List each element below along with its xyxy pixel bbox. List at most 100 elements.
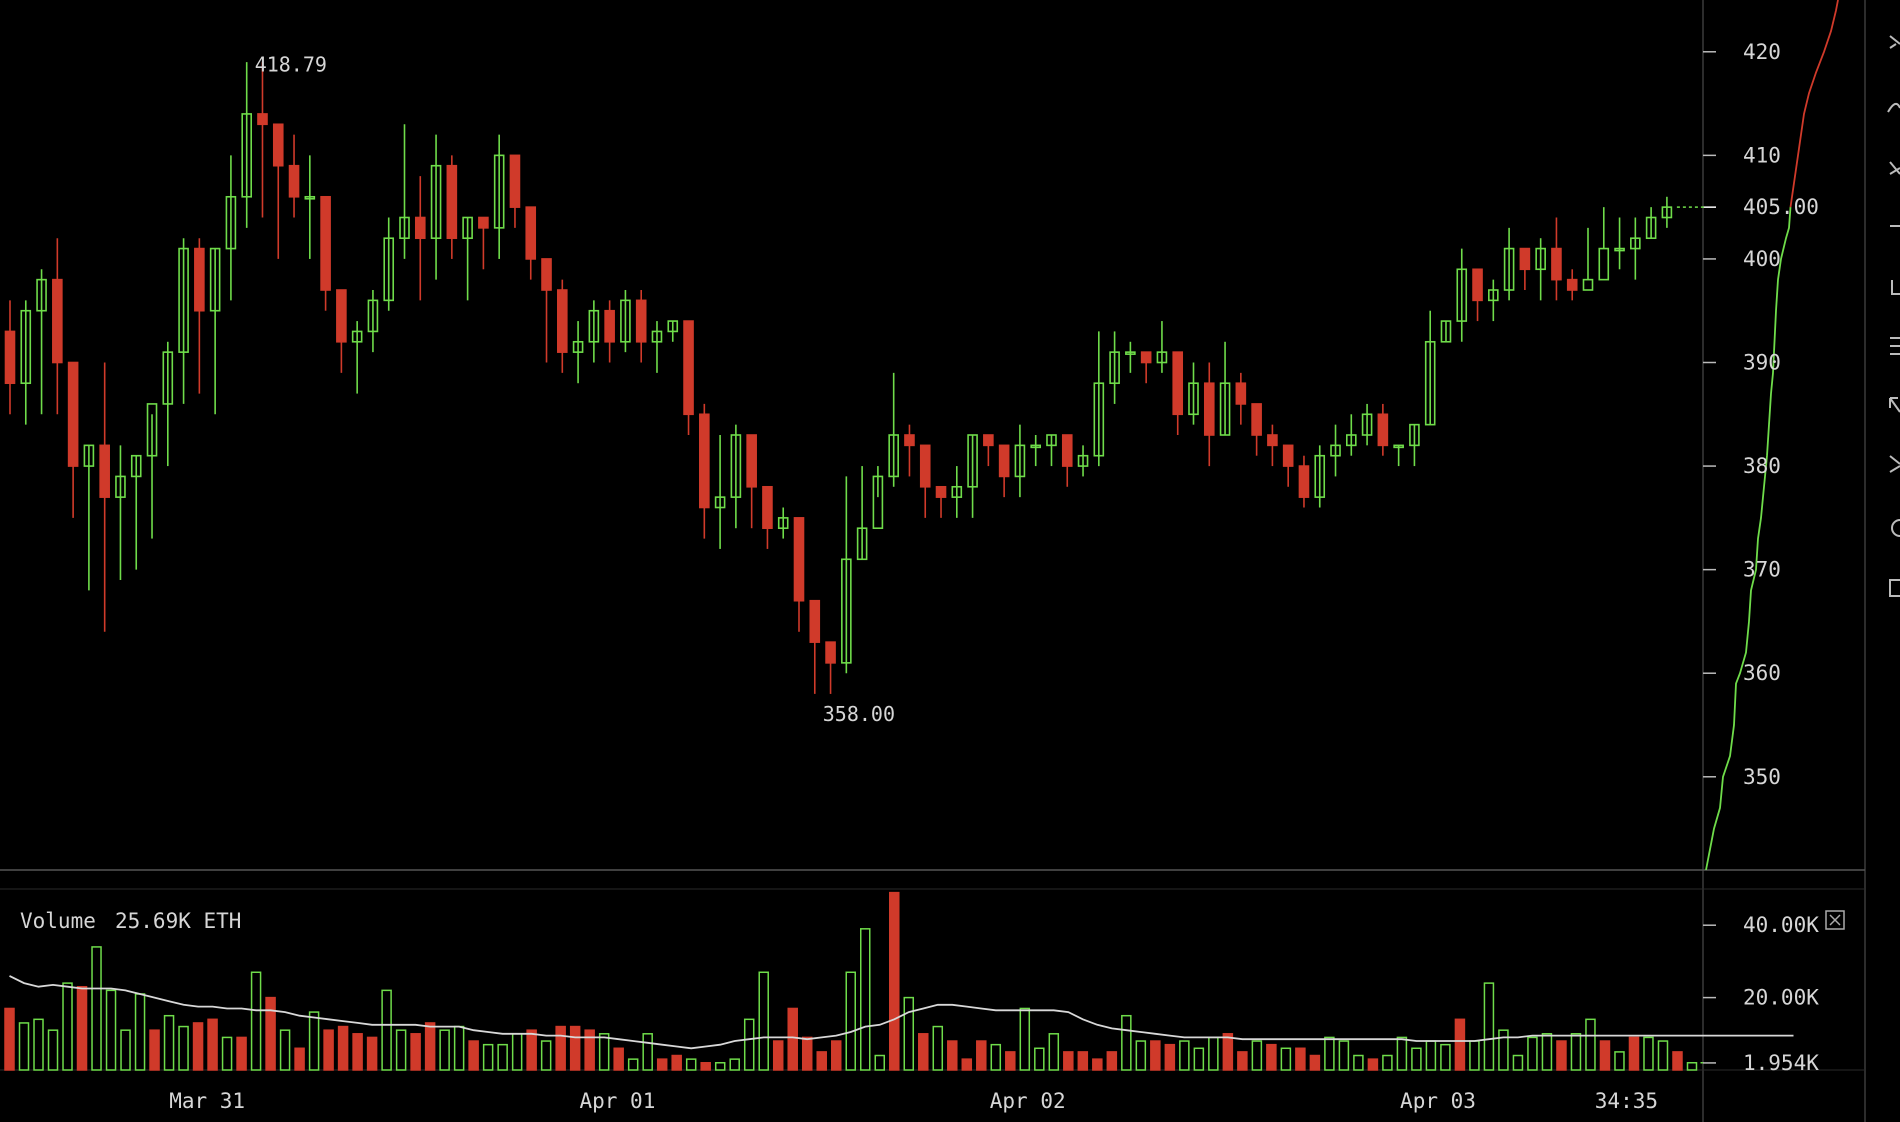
candle[interactable] <box>1488 279 1499 322</box>
candle[interactable] <box>20 300 32 425</box>
candle[interactable] <box>430 134 442 280</box>
candle[interactable] <box>320 195 331 311</box>
candle[interactable] <box>651 321 663 373</box>
candle[interactable] <box>1393 444 1404 467</box>
candle[interactable] <box>1440 320 1452 343</box>
candle[interactable] <box>588 300 600 363</box>
candle[interactable] <box>1235 372 1247 425</box>
volume-series[interactable] <box>4 891 1794 1071</box>
candle[interactable] <box>888 372 899 487</box>
candle[interactable] <box>1582 227 1594 291</box>
candle[interactable] <box>1219 341 1231 436</box>
candle[interactable] <box>1125 341 1136 373</box>
candle[interactable] <box>130 454 142 570</box>
candle[interactable] <box>1551 217 1562 301</box>
candle[interactable] <box>509 154 521 228</box>
candle[interactable] <box>683 320 694 435</box>
candle[interactable] <box>1140 351 1152 384</box>
candle[interactable] <box>1503 227 1515 301</box>
candle[interactable] <box>1282 444 1294 487</box>
candle[interactable] <box>52 238 63 415</box>
candle[interactable] <box>178 238 189 404</box>
rectangle-icon[interactable] <box>1889 579 1900 597</box>
candle[interactable] <box>762 485 773 549</box>
candle[interactable] <box>1377 403 1389 456</box>
candle[interactable] <box>572 321 584 384</box>
candle[interactable] <box>209 247 221 415</box>
candlestick-series[interactable] <box>4 62 1673 694</box>
candle[interactable] <box>414 176 426 301</box>
candle[interactable] <box>1046 434 1057 467</box>
candle[interactable] <box>367 290 379 353</box>
candle[interactable] <box>730 424 742 529</box>
candle[interactable] <box>983 434 994 467</box>
candle[interactable] <box>399 124 410 259</box>
candle[interactable] <box>1156 321 1168 373</box>
candle[interactable] <box>1361 403 1373 446</box>
candle[interactable] <box>872 466 884 530</box>
candle[interactable] <box>919 444 931 518</box>
trend-line-icon[interactable] <box>1887 102 1900 113</box>
candle[interactable] <box>478 216 489 270</box>
candle[interactable] <box>667 320 679 342</box>
candle[interactable] <box>556 279 568 373</box>
candle[interactable] <box>272 123 284 259</box>
candle[interactable] <box>951 466 963 518</box>
candle[interactable] <box>115 445 126 580</box>
candle[interactable] <box>257 62 268 218</box>
candle[interactable] <box>699 403 710 539</box>
candle[interactable] <box>1188 362 1199 425</box>
candle[interactable] <box>714 435 726 549</box>
measure-icon[interactable] <box>1889 455 1900 473</box>
candle[interactable] <box>1014 424 1026 498</box>
candle[interactable] <box>83 444 95 591</box>
candle[interactable] <box>36 269 47 415</box>
candle[interactable] <box>446 155 458 259</box>
candle[interactable] <box>635 290 647 363</box>
candle[interactable] <box>225 155 237 301</box>
candle[interactable] <box>1456 248 1468 342</box>
candle[interactable] <box>1109 331 1120 404</box>
candle[interactable] <box>194 238 205 394</box>
candle[interactable] <box>1614 217 1625 270</box>
candle[interactable] <box>841 476 852 674</box>
candle[interactable] <box>525 206 537 280</box>
candle[interactable] <box>336 289 347 373</box>
candle[interactable] <box>935 485 947 518</box>
candle[interactable] <box>1061 434 1073 487</box>
candle[interactable] <box>1251 403 1262 456</box>
candle[interactable] <box>1645 207 1657 240</box>
candle[interactable] <box>967 434 978 518</box>
circle-icon[interactable] <box>1891 519 1900 537</box>
candle[interactable] <box>777 507 789 539</box>
vertical-line-icon[interactable] <box>1891 280 1900 295</box>
candle[interactable] <box>67 361 79 518</box>
close-icon[interactable] <box>1825 910 1845 930</box>
candle[interactable] <box>1566 269 1578 301</box>
candle[interactable] <box>99 362 110 632</box>
candle[interactable] <box>620 290 631 353</box>
candle[interactable] <box>904 424 915 477</box>
candle[interactable] <box>162 341 174 467</box>
candle[interactable] <box>288 134 300 218</box>
candle[interactable] <box>856 466 868 561</box>
candle[interactable] <box>1519 247 1531 290</box>
candle[interactable] <box>1346 414 1357 456</box>
candle[interactable] <box>1535 238 1546 301</box>
candle[interactable] <box>1298 455 1310 508</box>
candle[interactable] <box>1172 351 1184 435</box>
fib-icon[interactable] <box>1889 161 1900 175</box>
arrow-icon[interactable] <box>1889 397 1900 413</box>
candle[interactable] <box>1267 424 1278 467</box>
candle[interactable] <box>1030 435 1041 467</box>
candle[interactable] <box>1077 445 1089 477</box>
candle[interactable] <box>1630 217 1641 280</box>
crosshair-icon[interactable] <box>1889 35 1900 49</box>
candle[interactable] <box>304 155 316 259</box>
candle[interactable] <box>383 217 395 311</box>
candle[interactable] <box>493 134 505 259</box>
candle[interactable] <box>351 321 363 394</box>
candle[interactable] <box>4 300 16 415</box>
candle[interactable] <box>1424 310 1436 426</box>
candle[interactable] <box>604 300 615 363</box>
